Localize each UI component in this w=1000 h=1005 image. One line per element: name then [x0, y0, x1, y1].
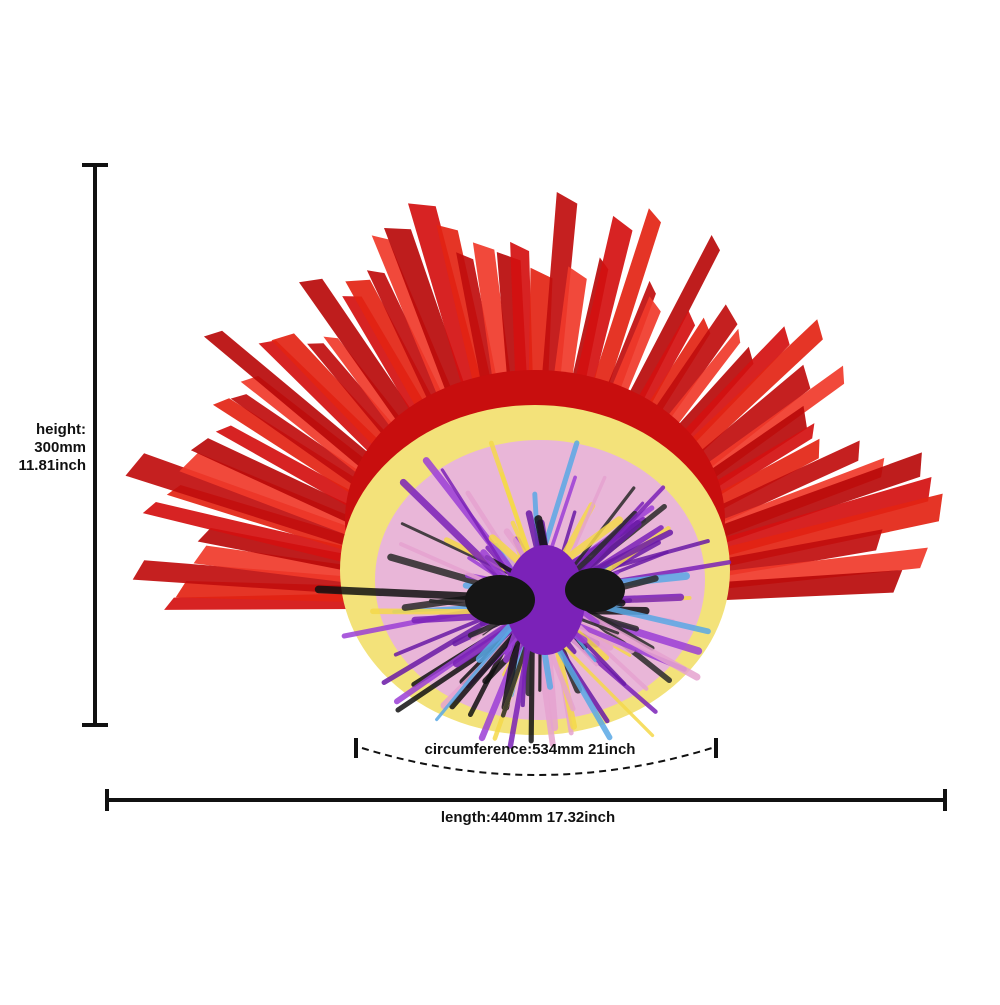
- height-label: 11.81inch: [18, 457, 86, 474]
- tuft-core-dark: [565, 568, 625, 612]
- height-label: height:: [36, 421, 86, 438]
- circumference-label: circumference:534mm 21inch: [425, 741, 636, 758]
- tuft-core-dark: [465, 575, 535, 625]
- length-label: length:440mm 17.32inch: [441, 809, 615, 826]
- height-label: 300mm: [34, 439, 86, 456]
